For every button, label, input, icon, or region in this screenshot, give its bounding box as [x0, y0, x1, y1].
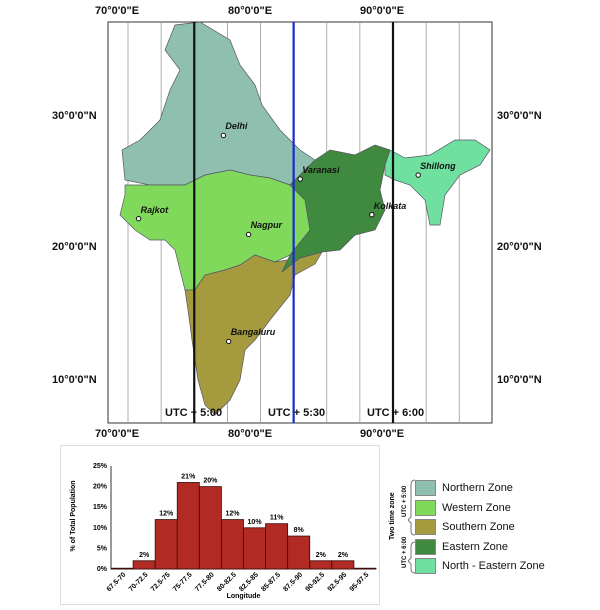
y-axis-title: % of Total Population [70, 480, 77, 551]
y-tick-label: 25% [93, 463, 108, 470]
zone-eastern [281, 144, 391, 273]
bar-data-label: 12% [159, 511, 174, 518]
bar-data-label: 20% [203, 478, 218, 485]
legend-item: North - Eastern Zone [415, 557, 545, 575]
histogram-bar [331, 560, 355, 570]
bar-data-label: 2% [338, 552, 349, 559]
legend-label: Northern Zone [442, 482, 513, 494]
x-tick-label: 80-82.5 [216, 571, 238, 593]
zone-southern [184, 251, 323, 416]
bar-data-label: 12% [225, 511, 240, 518]
utc-530-label: UTC + 5:30 [268, 407, 326, 419]
city-marker [369, 211, 375, 218]
right-lat-label-20: 20°0'0"N [497, 241, 542, 253]
legend-swatch [415, 519, 436, 535]
population-histogram: 0% 5% 10% 15% 20% 25% 67.5-70 2% 70-72.5 12% 72.5-… [60, 445, 380, 605]
bottom-lon-label-70: 70°0'0"E [95, 428, 140, 440]
city-marker [226, 338, 232, 345]
bar-data-label: 21% [181, 473, 196, 480]
histogram-bar [309, 560, 333, 570]
bottom-lon-label-90: 90°0'0"E [360, 428, 405, 440]
legend-item: Southern Zone [415, 518, 515, 536]
right-lat-label-30: 30°0'0"N [497, 110, 542, 122]
top-lon-label-70: 70°0'0"E [95, 5, 140, 17]
y-tick-label: 5% [97, 545, 108, 552]
x-tick-label: 92.5-95 [327, 571, 349, 593]
city-label: Shillong [420, 161, 456, 172]
legend-item: Eastern Zone [415, 538, 508, 556]
x-tick-label: 75-77.5 [172, 571, 194, 593]
histogram-bar [221, 519, 244, 570]
left-lat-label-10: 10°0'0"N [52, 374, 97, 386]
x-tick-label: 77.5-80 [194, 571, 216, 593]
zone-north-eastern [384, 139, 491, 226]
legend-swatch [415, 558, 436, 574]
bar-data-label: 8% [294, 527, 305, 534]
y-tick-label: 10% [93, 525, 108, 532]
x-tick-label: 85-87.5 [260, 571, 282, 593]
city-label: Delhi [225, 121, 248, 132]
x-tick-label: 67.5-70 [106, 571, 128, 593]
y-tick-label: 0% [97, 566, 108, 573]
legend-swatch [415, 538, 436, 555]
zone-legend: Two time zone UTC + 5:00 UTC + 6:00 Nort… [380, 465, 580, 580]
legend-label: Western Zone [442, 501, 511, 514]
histogram-bar [243, 527, 266, 570]
histogram-bar [287, 535, 311, 570]
histogram-bar [132, 560, 156, 570]
city-marker [135, 215, 142, 222]
left-lat-label-30: 30°0'0"N [52, 110, 97, 122]
legend-swatch [415, 480, 436, 496]
x-tick-label: 82.5-85 [238, 571, 260, 593]
bar-data-label: 2% [316, 552, 327, 559]
city-label: Nagpur [250, 220, 283, 231]
x-tick-label: 87.5-90 [282, 571, 304, 593]
x-tick-label: 70-72.5 [128, 571, 150, 593]
y-tick-label: 20% [93, 484, 108, 491]
x-axis-title: Longitude [227, 593, 261, 600]
top-lon-label-90: 90°0'0"E [360, 5, 405, 17]
histogram-bar [154, 519, 178, 570]
utc-600-label: UTC + 6:00 [367, 407, 425, 419]
india-timezone-map [107, 21, 493, 424]
city-marker [415, 172, 421, 178]
city-marker [297, 176, 303, 182]
bar-data-label: 10% [248, 519, 263, 526]
top-lon-label-80: 80°0'0"E [228, 5, 273, 17]
x-tick-label: 95-97.5 [349, 571, 371, 593]
histogram-bar [176, 482, 200, 570]
city-marker [245, 231, 252, 238]
histogram-bar [265, 523, 289, 570]
city-label: Rajkot [140, 204, 169, 215]
legend-group-title: Two time zone [389, 492, 396, 540]
city-label: Bangaluru [230, 327, 276, 338]
bar-data-label: 2% [139, 552, 150, 559]
legend-swatch [415, 499, 436, 516]
x-tick-label: 72.5-75 [150, 571, 172, 593]
right-lat-label-10: 10°0'0"N [497, 374, 542, 386]
left-lat-label-20: 20°0'0"N [52, 241, 97, 253]
y-tick-label: 15% [93, 504, 108, 511]
histogram-bar [198, 486, 222, 570]
city-marker [220, 132, 227, 139]
utc-500-label: UTC + 5:00 [165, 407, 223, 419]
legend-label: Southern Zone [442, 521, 515, 533]
legend-label: North - Eastern Zone [442, 560, 545, 572]
legend-item: Northern Zone [415, 479, 513, 497]
bottom-lon-label-80: 80°0'0"E [228, 428, 273, 440]
histogram-bar [353, 567, 377, 570]
legend-brace [408, 479, 416, 574]
legend-label: Eastern Zone [442, 540, 509, 553]
histogram-bar [110, 567, 134, 570]
city-label: Varanasi [302, 165, 340, 176]
x-tick-label: 90-92.5 [304, 571, 326, 593]
bar-data-label: 11% [270, 515, 284, 522]
legend-item: Western Zone [415, 499, 511, 517]
city-label: Kolkata [373, 200, 407, 211]
